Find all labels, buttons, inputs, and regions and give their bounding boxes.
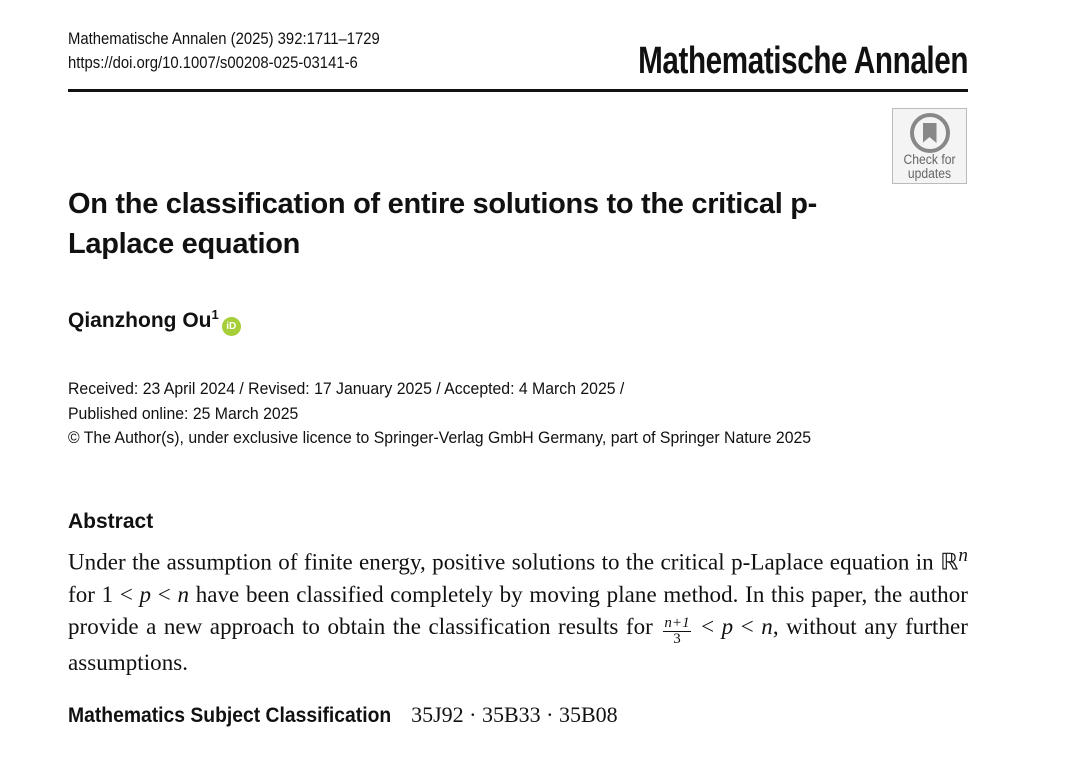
subject-classification: Mathematics Subject Classification 35J92… [68, 702, 618, 728]
affiliation-mark: 1 [211, 307, 219, 322]
citation-header: Mathematische Annalen (2025) 392:1711–17… [68, 27, 380, 75]
author: Qianzhong Ou1iD [68, 307, 241, 336]
check-for-updates-button[interactable]: Check for updates [892, 108, 967, 184]
badge-label: Check for updates [903, 152, 956, 181]
orcid-icon[interactable]: iD [221, 317, 241, 336]
journal-title: Mathematische Annalen [637, 40, 968, 82]
citation: Mathematische Annalen (2025) 392:1711–17… [68, 30, 380, 48]
publication-dates: Received: 23 April 2024 / Revised: 17 Ja… [68, 377, 811, 451]
doi-link[interactable]: https://doi.org/10.1007/s00208-025-03141… [68, 54, 358, 72]
author-name: Qianzhong Ou [68, 309, 212, 332]
abstract-text: Under the assumption of finite energy, p… [68, 545, 969, 675]
abstract-heading: Abstract [68, 510, 154, 533]
crossmark-bookmark-icon [909, 113, 950, 153]
msc-label: Mathematics Subject Classification [68, 704, 392, 727]
header-rule [68, 89, 968, 92]
fraction: n+1 3 [663, 614, 691, 647]
copyright: © The Author(s), under exclusive licence… [68, 428, 812, 447]
paper-title: On the classification of entire solution… [68, 188, 817, 260]
msc-codes: 35J92 · 35B33 · 35B08 [411, 702, 618, 727]
published-online: Published online: 25 March 2025 [68, 403, 299, 423]
dates-line: Received: 23 April 2024 / Revised: 17 Ja… [68, 379, 625, 398]
